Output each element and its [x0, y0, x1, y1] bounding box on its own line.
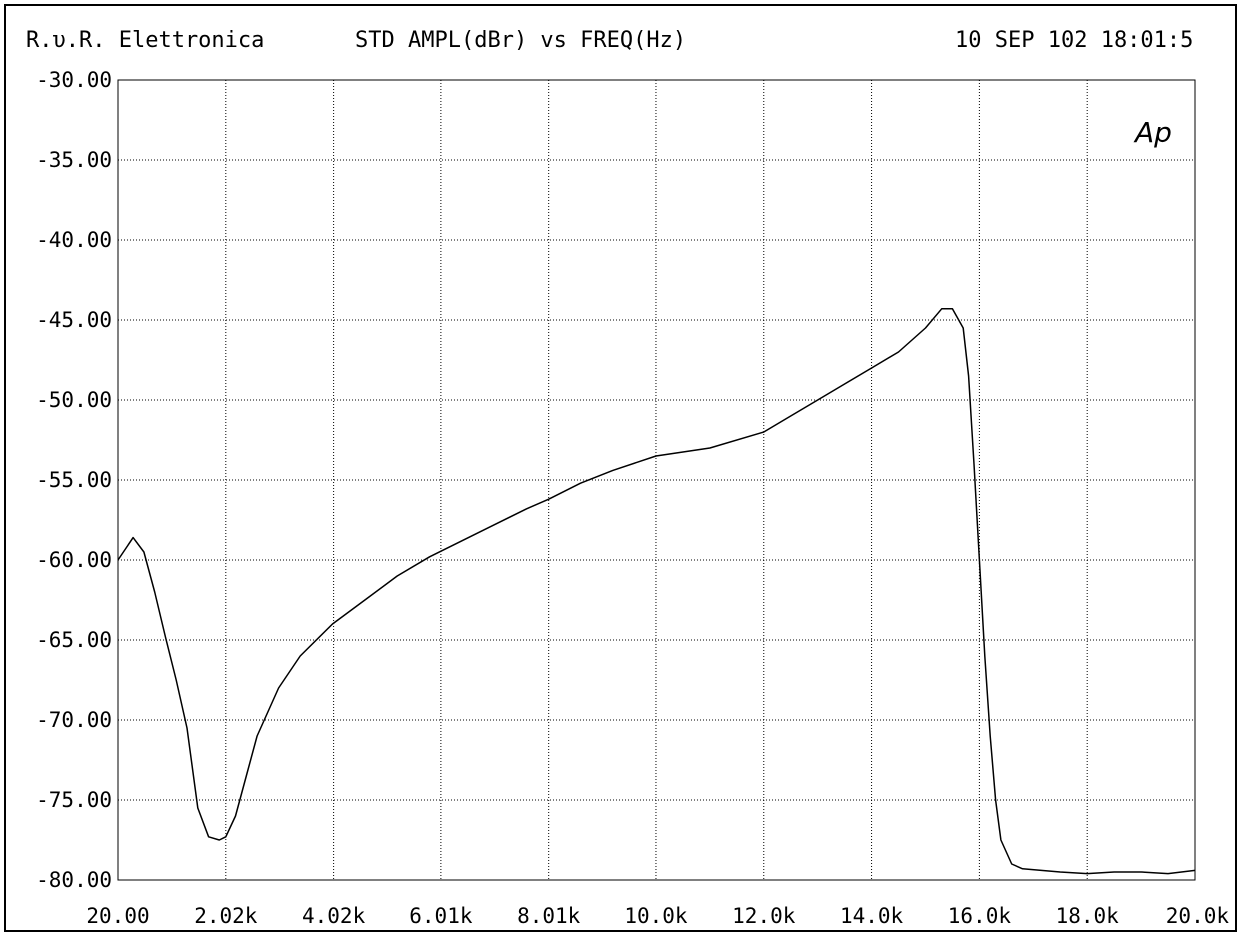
y-tick-label: -30.00: [36, 68, 112, 92]
y-tick-label: -40.00: [36, 228, 112, 252]
y-axis: -30.00 -35.00 -40.00 -45.00 -50.00 -55.00 -60.…: [36, 68, 112, 892]
x-tick-label: 20.00: [86, 904, 149, 928]
x-axis: 20.00 2.02k 4.02k 6.01k 8.01k 10.0k 12.0k 14.0k…: [86, 904, 1229, 928]
vendor-label: R.υ.R. Elettronica: [26, 28, 265, 53]
chart-title: STD AMPL(dBr) vs FREQ(Hz): [355, 28, 687, 53]
y-tick-label: -55.00: [36, 468, 112, 492]
y-tick-label: -80.00: [36, 868, 112, 892]
y-tick-label: -60.00: [36, 548, 112, 572]
x-tick-label: 20.0k: [1166, 904, 1230, 928]
y-tick-label: -45.00: [36, 308, 112, 332]
y-tick-label: -50.00: [36, 388, 112, 412]
x-tick-label: 2.02k: [194, 904, 258, 928]
series-line: [117, 308, 1196, 875]
x-tick-label: 10.0k: [624, 904, 688, 928]
datetime-label: 10 SEP 102 18:01:5: [955, 28, 1194, 53]
x-tick-label: 8.01k: [517, 904, 581, 928]
grid: [118, 80, 1195, 880]
ap-logo: Ap: [1133, 116, 1172, 149]
x-tick-label: 18.0k: [1056, 904, 1120, 928]
x-tick-label: 4.02k: [302, 904, 366, 928]
y-tick-label: -75.00: [36, 788, 112, 812]
series-group: [117, 308, 1196, 875]
y-tick-label: -35.00: [36, 148, 112, 172]
x-tick-label: 12.0k: [732, 904, 796, 928]
x-tick-label: 14.0k: [840, 904, 904, 928]
y-tick-label: -65.00: [36, 628, 112, 652]
x-tick-label: 16.0k: [948, 904, 1012, 928]
y-tick-label: -70.00: [36, 708, 112, 732]
x-tick-label: 6.01k: [409, 904, 473, 928]
